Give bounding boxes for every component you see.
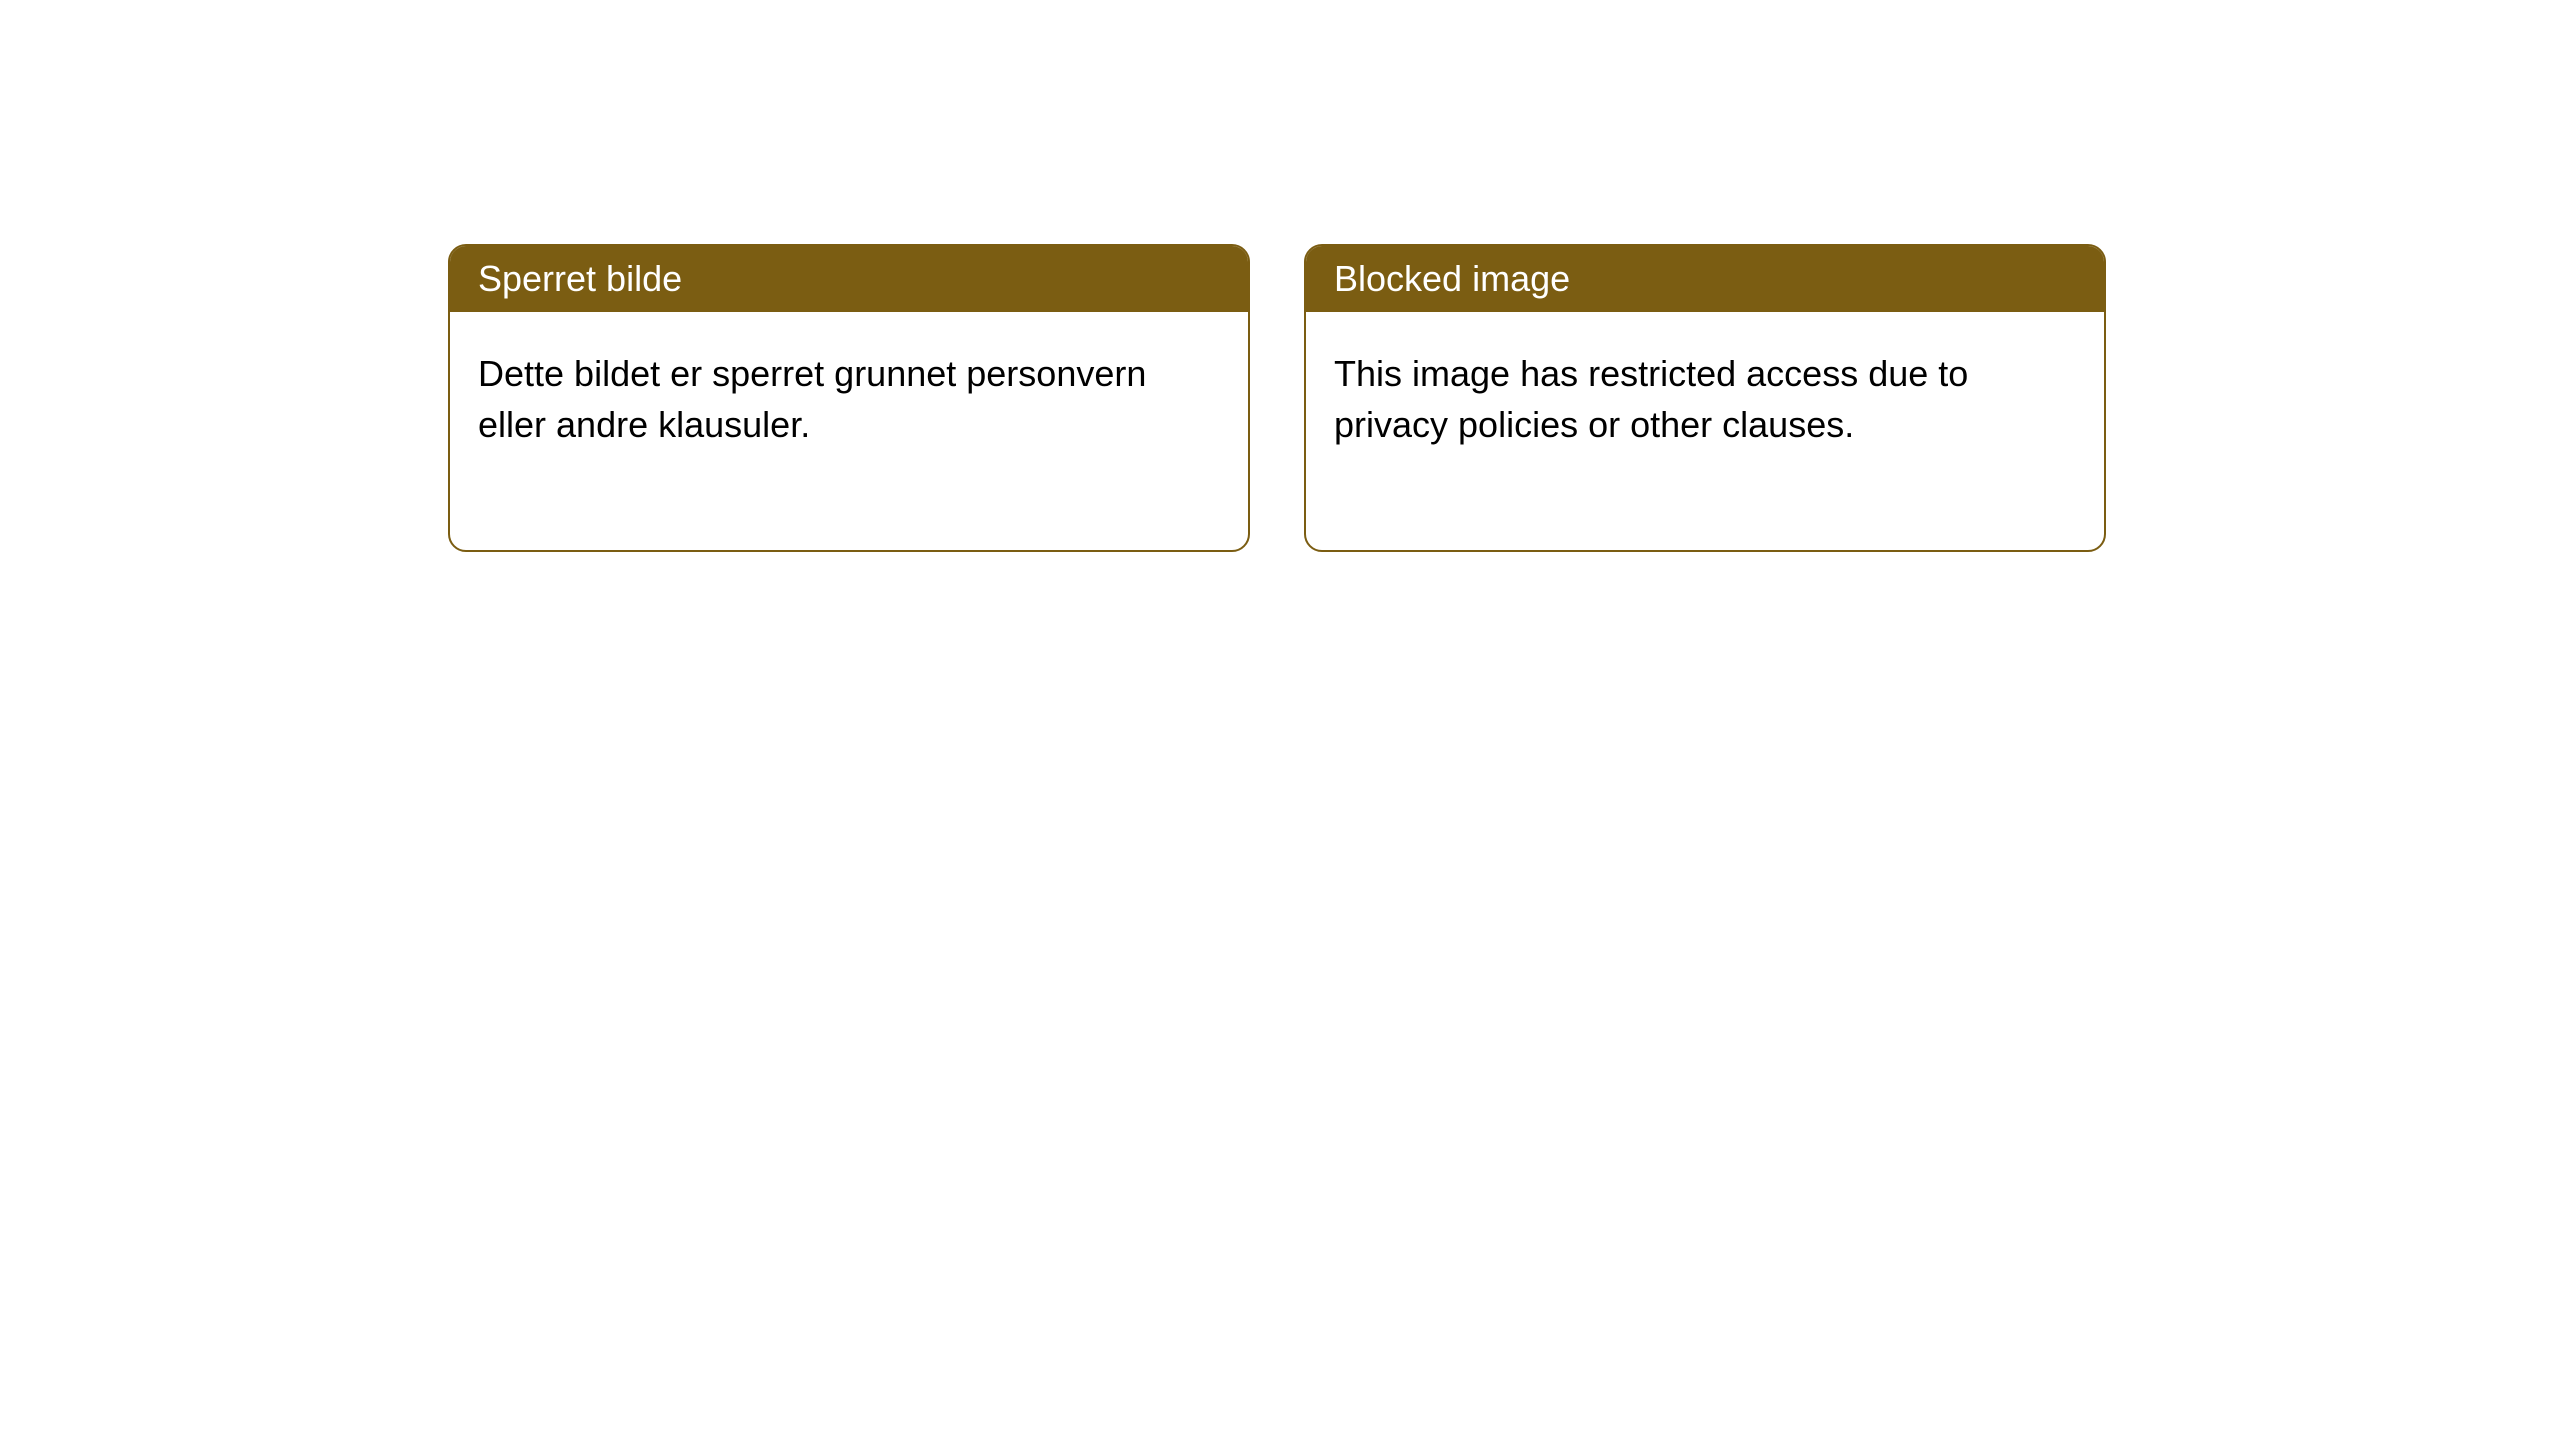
card-header: Blocked image [1306, 246, 2104, 312]
notice-card-english: Blocked image This image has restricted … [1304, 244, 2106, 552]
card-body: This image has restricted access due to … [1306, 312, 2104, 550]
card-body: Dette bildet er sperret grunnet personve… [450, 312, 1248, 550]
card-header: Sperret bilde [450, 246, 1248, 312]
notice-container: Sperret bilde Dette bildet er sperret gr… [0, 0, 2560, 552]
card-body-text: Dette bildet er sperret grunnet personve… [478, 353, 1146, 445]
notice-card-norwegian: Sperret bilde Dette bildet er sperret gr… [448, 244, 1250, 552]
card-title: Sperret bilde [478, 258, 682, 299]
card-body-text: This image has restricted access due to … [1334, 353, 1968, 445]
card-title: Blocked image [1334, 258, 1570, 299]
